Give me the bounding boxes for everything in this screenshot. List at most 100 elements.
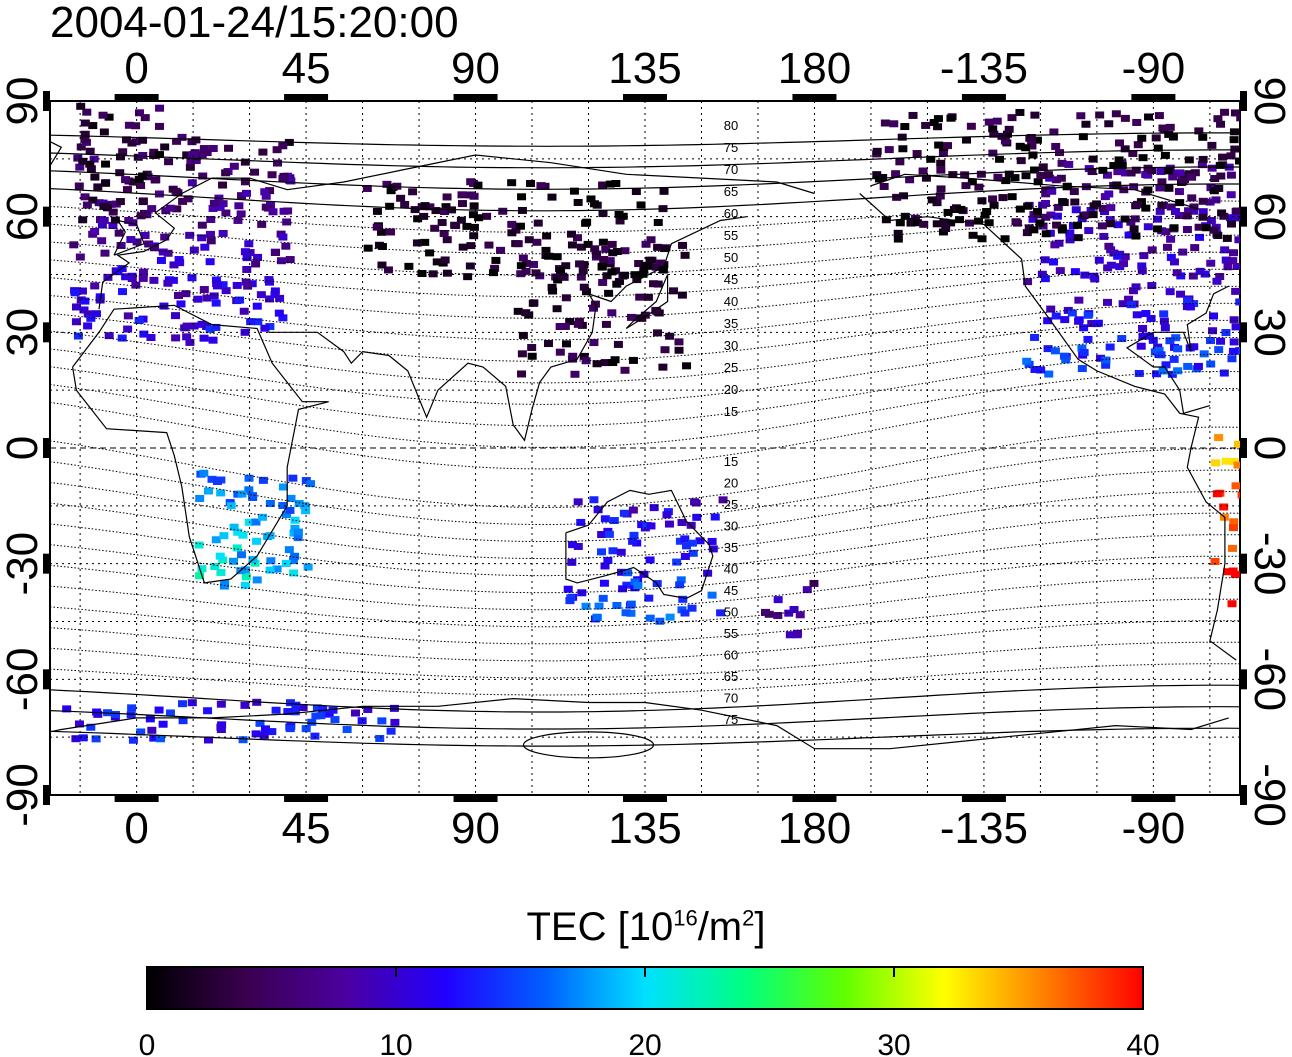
tec-pixel xyxy=(158,248,168,256)
tec-pixel xyxy=(199,145,209,153)
tec-pixel xyxy=(676,576,686,584)
tec-pixel xyxy=(198,172,208,180)
tec-pixel xyxy=(100,179,110,187)
tec-pixel xyxy=(301,725,311,733)
tec-pixel xyxy=(189,322,199,330)
tec-pixel xyxy=(1232,262,1240,270)
tec-pixel xyxy=(140,231,150,239)
tec-pixel xyxy=(658,265,668,273)
tec-pixel xyxy=(621,609,631,617)
tec-pixel xyxy=(173,292,183,300)
tec-pixel xyxy=(1126,301,1136,309)
tec-pixel xyxy=(507,220,517,228)
tec-pixel xyxy=(1155,184,1165,192)
tec-pixel xyxy=(1021,144,1031,152)
tec-pixel xyxy=(0,513,9,520)
frame-tick xyxy=(1240,91,1247,111)
tec-pixel xyxy=(878,173,888,181)
tec-pixel xyxy=(1231,482,1240,490)
magnetic-contour xyxy=(50,354,1240,427)
tec-pixel xyxy=(282,218,292,226)
tec-pixel xyxy=(635,293,645,301)
frame-tick xyxy=(453,94,498,101)
lat-tick-label-left: 0 xyxy=(0,436,47,460)
tec-pixel xyxy=(939,218,949,226)
tec-pixel xyxy=(710,513,720,521)
tec-pixel xyxy=(649,280,659,288)
frame-tick xyxy=(961,795,1006,802)
tec-pixel xyxy=(912,219,922,227)
tec-pixel xyxy=(177,133,187,141)
frame-tick xyxy=(284,795,329,802)
tec-pixel xyxy=(665,332,675,340)
tec-pixel xyxy=(605,180,615,188)
tec-pixel xyxy=(386,228,396,236)
tec-pixel xyxy=(792,629,802,637)
tec-pixel xyxy=(1166,253,1176,261)
tec-pixel xyxy=(1165,123,1175,131)
tec-pixel xyxy=(669,287,679,295)
tec-pixel xyxy=(156,256,166,264)
tec-pixel xyxy=(90,228,100,236)
tec-pixel xyxy=(1104,242,1114,250)
tec-pixel xyxy=(532,238,542,246)
tec-pixel xyxy=(1074,316,1084,324)
tec-pixel xyxy=(1223,263,1233,271)
tec-pixel xyxy=(240,178,250,186)
tec-pixel xyxy=(1098,204,1108,212)
tec-pixel xyxy=(257,220,267,228)
contour-label: 15 xyxy=(724,404,738,419)
tec-pixel xyxy=(589,339,599,347)
tec-pixel xyxy=(1015,205,1025,213)
tec-pixel xyxy=(1235,298,1240,306)
tec-pixel xyxy=(252,576,262,584)
tec-pixel xyxy=(80,130,90,138)
tec-pixel xyxy=(1220,108,1230,116)
magnetic-contour xyxy=(50,684,1240,713)
tec-pixel xyxy=(200,243,210,251)
tec-pixel xyxy=(1199,350,1209,358)
tec-pixel xyxy=(131,122,141,130)
tec-pixel xyxy=(208,336,218,344)
tec-pixel xyxy=(182,322,192,330)
tec-pixel xyxy=(879,182,889,190)
coastlines xyxy=(50,140,1237,750)
tec-pixel xyxy=(682,362,692,370)
tec-pixel xyxy=(1157,202,1167,210)
tec-pixel xyxy=(1037,270,1047,278)
magnetic-contour xyxy=(50,183,1240,212)
tec-pixel xyxy=(613,340,623,348)
tec-pixel xyxy=(237,192,247,200)
tec-pixel xyxy=(960,171,970,179)
tec-pixel xyxy=(1041,186,1051,194)
tec-pixel xyxy=(646,236,656,244)
tec-pixel xyxy=(653,243,663,251)
magnetic-contour xyxy=(50,319,1240,384)
tec-pixel xyxy=(233,528,243,536)
tec-pixel xyxy=(976,170,986,178)
tec-pixel xyxy=(270,248,280,256)
tec-pixel xyxy=(1229,518,1239,526)
tec-pixel xyxy=(1216,337,1226,345)
tec-pixel xyxy=(1184,207,1194,215)
tec-pixel xyxy=(193,295,203,303)
tec-pixel xyxy=(136,181,146,189)
tec-pixel xyxy=(597,531,607,539)
tec-pixel xyxy=(197,234,207,242)
tec-pixel xyxy=(617,568,627,576)
tec-pixel xyxy=(135,109,145,117)
tec-pixel xyxy=(623,569,633,577)
tec-pixel xyxy=(238,531,248,539)
tec-pixel xyxy=(1190,244,1200,252)
tec-pixel xyxy=(1046,305,1056,313)
tec-pixel xyxy=(247,280,257,288)
tec-pixel xyxy=(1187,194,1197,202)
tec-pixel xyxy=(204,736,214,744)
tec-pixel xyxy=(410,206,420,214)
tec-pixel xyxy=(936,159,946,167)
tec-pixel xyxy=(221,169,231,177)
contour-label: 40 xyxy=(724,562,738,577)
tec-pixel xyxy=(241,189,251,197)
tec-pixel xyxy=(1144,332,1154,340)
tec-pixel xyxy=(1210,558,1220,566)
